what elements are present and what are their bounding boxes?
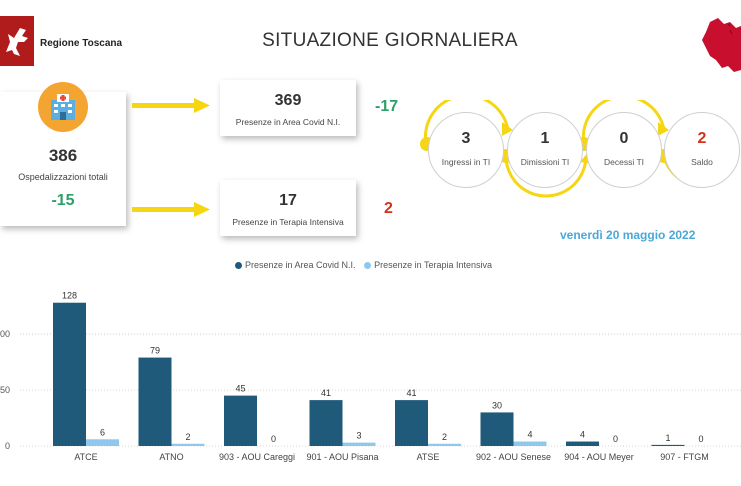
bar-ti xyxy=(342,442,376,446)
bar-covid xyxy=(480,412,514,446)
data-label: 79 xyxy=(150,346,160,356)
flow-dimissioni: 1 Dimissioni TI xyxy=(507,112,583,188)
data-label: 1 xyxy=(665,433,670,443)
icu-flow: 3 Ingressi in TI 1 Dimissioni TI 0 Deces… xyxy=(416,100,741,200)
data-label: 0 xyxy=(698,434,703,444)
intensive-care-label: Presenze in Terapia Intensiva xyxy=(232,217,344,227)
x-tick-label: 903 - AOU Careggi xyxy=(219,452,295,462)
legend-swatch xyxy=(235,262,242,270)
report-date: venerdì 20 maggio 2022 xyxy=(560,228,696,242)
flow-ingressi: 3 Ingressi in TI xyxy=(428,112,504,188)
legend-swatch xyxy=(364,262,372,270)
hospital-bar-chart: 0501001286ATCE792ATNO450903 - AOU Caregg… xyxy=(0,291,741,462)
bar-ti xyxy=(86,439,119,446)
data-label: 0 xyxy=(613,434,618,444)
legend-item-ti: Presenze in Terapia Intensiva xyxy=(364,260,492,270)
x-tick-label: 907 - FTGM xyxy=(660,452,709,462)
hospital-icon xyxy=(38,82,88,132)
intensive-care-card: 17 Presenze in Terapia Intensiva xyxy=(220,180,356,236)
region-name: Regione Toscana xyxy=(40,38,123,49)
bar-ti xyxy=(513,441,547,446)
arrow-right-icon xyxy=(132,202,210,217)
flow-decessi: 0 Decessi TI xyxy=(586,112,662,188)
pegasus-icon xyxy=(6,28,28,56)
total-delta: -15 xyxy=(51,192,75,209)
total-label: Ospedalizzazioni totali xyxy=(18,172,108,182)
bar-covid xyxy=(138,357,172,446)
x-tick-label: 901 - AOU Pisana xyxy=(306,452,378,462)
x-tick-label: ATCE xyxy=(74,452,97,462)
data-label: 41 xyxy=(321,388,331,398)
x-tick-label: ATSE xyxy=(417,452,440,462)
tuscany-map-icon xyxy=(702,18,741,72)
data-label: 128 xyxy=(62,291,77,301)
bar-covid xyxy=(309,400,343,446)
data-label: 2 xyxy=(442,432,447,442)
covid-ward-delta: -17 xyxy=(375,98,399,115)
flow-value: 2 xyxy=(697,130,707,147)
x-tick-label: 902 - AOU Senese xyxy=(476,452,551,462)
data-label: 0 xyxy=(271,434,276,444)
bar-ti xyxy=(428,443,461,446)
data-label: 45 xyxy=(235,384,245,394)
bar-covid xyxy=(566,441,599,446)
total-hospitalizations-card: 386 Ospedalizzazioni totali -15 xyxy=(0,82,126,226)
flow-value: 0 xyxy=(619,130,629,147)
flow-value: 3 xyxy=(461,130,471,147)
data-label: 4 xyxy=(527,430,532,440)
total-value: 386 xyxy=(48,146,78,165)
arrow-right-icon xyxy=(132,98,210,113)
intensive-care-value: 17 xyxy=(279,192,297,209)
flow-label: Decessi TI xyxy=(604,157,644,167)
data-label: 4 xyxy=(580,430,585,440)
data-label: 41 xyxy=(406,388,416,398)
bar-covid xyxy=(53,302,86,446)
legend-label: Presenze in Terapia Intensiva xyxy=(374,260,492,270)
covid-ward-value: 369 xyxy=(274,92,302,109)
page-title: SITUAZIONE GIORNALIERA xyxy=(262,30,518,51)
y-tick-label: 100 xyxy=(0,329,10,339)
bar-covid xyxy=(224,395,257,446)
bar-covid xyxy=(395,400,428,446)
data-label: 3 xyxy=(356,431,361,441)
legend-item-covid: Presenze in Area Covid N.I. xyxy=(235,260,356,270)
chart-legend: Presenze in Area Covid N.I. Presenze in … xyxy=(235,260,498,270)
intensive-care-delta: 2 xyxy=(384,200,393,217)
legend-label: Presenze in Area Covid N.I. xyxy=(245,260,356,270)
flow-saldo: 2 Saldo xyxy=(664,112,740,188)
region-logo xyxy=(0,16,34,66)
y-tick-label: 50 xyxy=(0,385,10,395)
covid-ward-label: Presenze in Area Covid N.I. xyxy=(235,117,341,127)
bar-ti xyxy=(171,443,205,446)
data-label: 6 xyxy=(100,427,105,437)
data-label: 30 xyxy=(492,400,502,410)
flow-label: Dimissioni TI xyxy=(520,157,570,167)
x-tick-label: 904 - AOU Meyer xyxy=(564,452,634,462)
y-tick-label: 0 xyxy=(5,441,10,451)
x-tick-label: ATNO xyxy=(159,452,183,462)
flow-label: Saldo xyxy=(691,157,713,167)
bar-covid xyxy=(651,444,685,446)
data-label: 2 xyxy=(185,432,190,442)
flow-value: 1 xyxy=(540,130,550,147)
flow-label: Ingressi in TI xyxy=(441,157,491,167)
covid-ward-card: 369 Presenze in Area Covid N.I. xyxy=(220,80,356,136)
